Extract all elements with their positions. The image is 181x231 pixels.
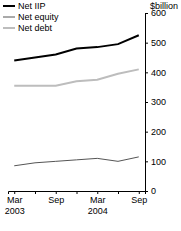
y-tick: 500: [145, 38, 166, 48]
x-tick: Sep: [131, 191, 147, 205]
y-tick-mark: [145, 13, 148, 14]
y-tick: 400: [145, 68, 166, 78]
x-tick-label: Mar2003: [5, 195, 25, 216]
y-axis-title: $billion: [150, 1, 178, 11]
y-tick: 200: [145, 127, 166, 137]
y-tick: 100: [145, 157, 166, 167]
series-line: [14, 157, 139, 166]
y-axis-line: [146, 14, 149, 192]
y-tick-label: 300: [151, 97, 166, 107]
series-line: [14, 69, 139, 85]
y-tick-mark: [145, 191, 148, 192]
x-tick: [77, 191, 78, 194]
y-axis: 0100200300400500600: [145, 8, 166, 196]
y-tick-mark: [145, 132, 148, 133]
y-tick-mark: [145, 72, 148, 73]
legend-label: Net equity: [18, 12, 59, 22]
x-tick-mark: [77, 191, 78, 194]
y-tick-mark: [145, 43, 148, 44]
chart: Mar2003SepMar2004Sep0100200300400500600$…: [0, 0, 181, 231]
plot-area: [14, 35, 139, 166]
legend-swatch: [3, 17, 15, 18]
y-tick-label: 0: [151, 186, 156, 196]
y-tick-label: 400: [151, 68, 166, 78]
legend-label: Net IIP: [18, 1, 46, 11]
y-tick-label: 500: [151, 38, 166, 48]
x-tick: Mar2004: [88, 191, 108, 216]
x-tick-label: Mar2004: [88, 195, 108, 216]
y-tick-label: 100: [151, 157, 166, 167]
y-tick: 300: [145, 97, 166, 107]
x-tick: Mar2003: [5, 191, 25, 216]
x-axis-line: [9, 192, 146, 195]
y-tick-mark: [145, 161, 148, 162]
legend-swatch: [3, 5, 15, 7]
x-tick-mark: [139, 191, 140, 194]
y-tick-label: 200: [151, 127, 166, 137]
x-tick-mark: [35, 191, 36, 194]
x-tick-label: Sep: [131, 195, 147, 205]
x-tick-mark: [14, 191, 15, 194]
series-line: [14, 35, 139, 60]
y-tick: 0: [145, 186, 156, 196]
x-tick-mark: [118, 191, 119, 194]
x-tick-mark: [56, 191, 57, 194]
x-tick: [35, 191, 36, 194]
x-axis: Mar2003 Sep Mar2004 Sep: [5, 191, 148, 216]
y-tick-mark: [145, 102, 148, 103]
legend: Net IIPNet equityNet debt: [3, 1, 59, 33]
x-tick-label: Sep: [48, 195, 64, 205]
x-tick: Sep: [48, 191, 64, 205]
legend-swatch: [3, 27, 15, 29]
legend-label: Net debt: [18, 23, 53, 33]
x-tick: [118, 191, 119, 194]
x-tick-mark: [97, 191, 98, 194]
